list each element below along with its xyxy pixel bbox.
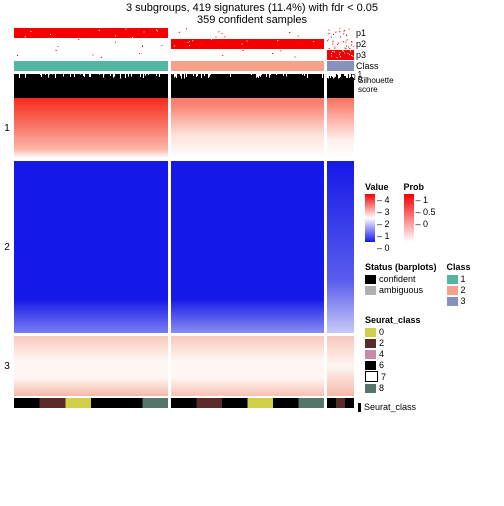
legend-prob: Prob– 1– 0.5– 0 (404, 182, 436, 254)
anno-p1 (14, 28, 354, 38)
row-label-2: 2 (0, 161, 14, 333)
silhouette-bars (14, 72, 354, 96)
seurat-bottom-label: Seurat_class (358, 402, 416, 412)
heatmap-row-1 (14, 98, 354, 158)
row-label-1: 1 (0, 98, 14, 158)
legend-status: Status (barplots)confidentambiguous (365, 262, 437, 307)
legend-class: Class123 (447, 262, 471, 307)
title-main: 3 subgroups, 419 signatures (11.4%) with… (0, 2, 504, 14)
anno-p3 (14, 50, 354, 60)
anno-label-p1: p1 (354, 28, 402, 38)
anno-class (14, 61, 354, 71)
row-label-3: 3 (0, 336, 14, 396)
legend-seurat: Seurat_class024678 (365, 315, 500, 393)
legend-value: Value– 4– 3– 2– 1– 0 (365, 182, 390, 254)
heatmap-row-3 (14, 336, 354, 396)
heatmap-row-2 (14, 161, 354, 333)
legends: Value– 4– 3– 2– 1– 0 Prob– 1– 0.5– 0 Statu… (365, 182, 500, 401)
silhouette-label: ┐1Silhouettescore┘0 (354, 72, 404, 82)
anno-label-p2: p2 (354, 39, 402, 49)
title-sub: 359 confident samples (0, 14, 504, 26)
anno-p2 (14, 39, 354, 49)
anno-label-p3: p3 (354, 50, 402, 60)
seurat-bottom (14, 398, 354, 408)
